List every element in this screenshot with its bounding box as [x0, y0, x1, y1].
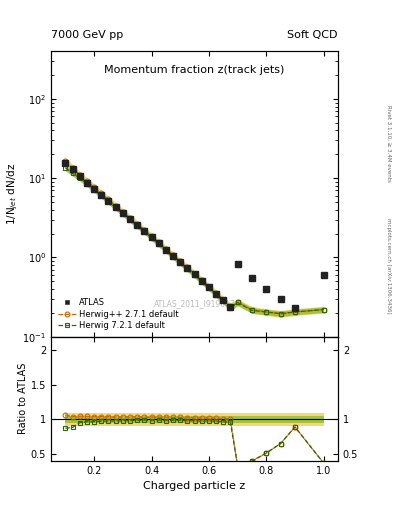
Text: Rivet 3.1.10, ≥ 3.4M events: Rivet 3.1.10, ≥ 3.4M events [386, 105, 391, 182]
Text: Momentum fraction z(track jets): Momentum fraction z(track jets) [105, 66, 285, 75]
Legend: ATLAS, Herwig++ 2.7.1 default, Herwig 7.2.1 default: ATLAS, Herwig++ 2.7.1 default, Herwig 7.… [55, 295, 182, 332]
Text: Soft QCD: Soft QCD [288, 30, 338, 40]
Y-axis label: 1/N$_{jet}$ dN/dz: 1/N$_{jet}$ dN/dz [5, 163, 20, 225]
Text: 7000 GeV pp: 7000 GeV pp [51, 30, 123, 40]
X-axis label: Charged particle z: Charged particle z [143, 481, 246, 491]
Y-axis label: Ratio to ATLAS: Ratio to ATLAS [18, 363, 28, 434]
Text: mcplots.cern.ch [arXiv:1306.3436]: mcplots.cern.ch [arXiv:1306.3436] [386, 219, 391, 314]
Text: ATLAS_2011_I919017: ATLAS_2011_I919017 [154, 299, 235, 308]
